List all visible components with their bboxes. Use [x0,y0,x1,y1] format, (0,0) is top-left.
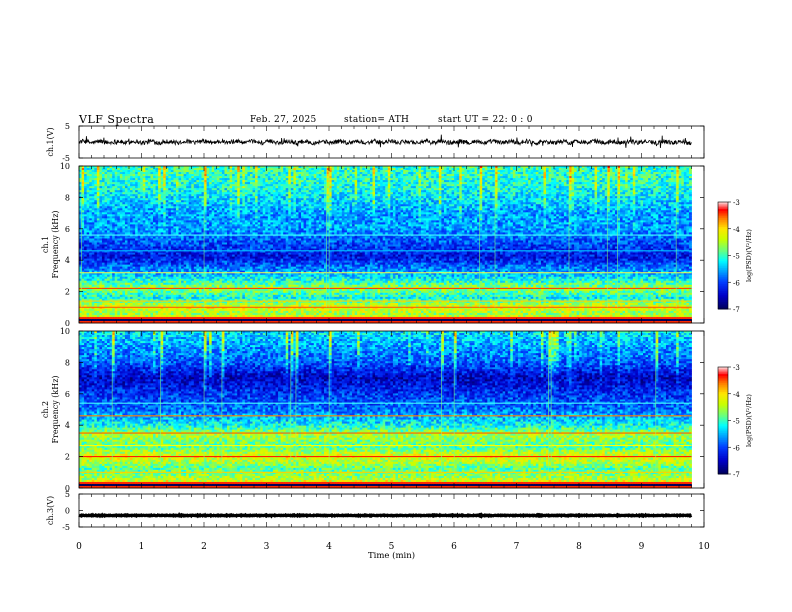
ch1-waveform-ytick-label: 5 [65,122,70,131]
ch1-waveform-series [79,135,692,148]
ch1-spectrogram-heatmap [79,166,692,323]
ch1-waveform-ylabel: ch.1(V) [46,127,55,156]
ch1-waveform-line [79,135,692,148]
